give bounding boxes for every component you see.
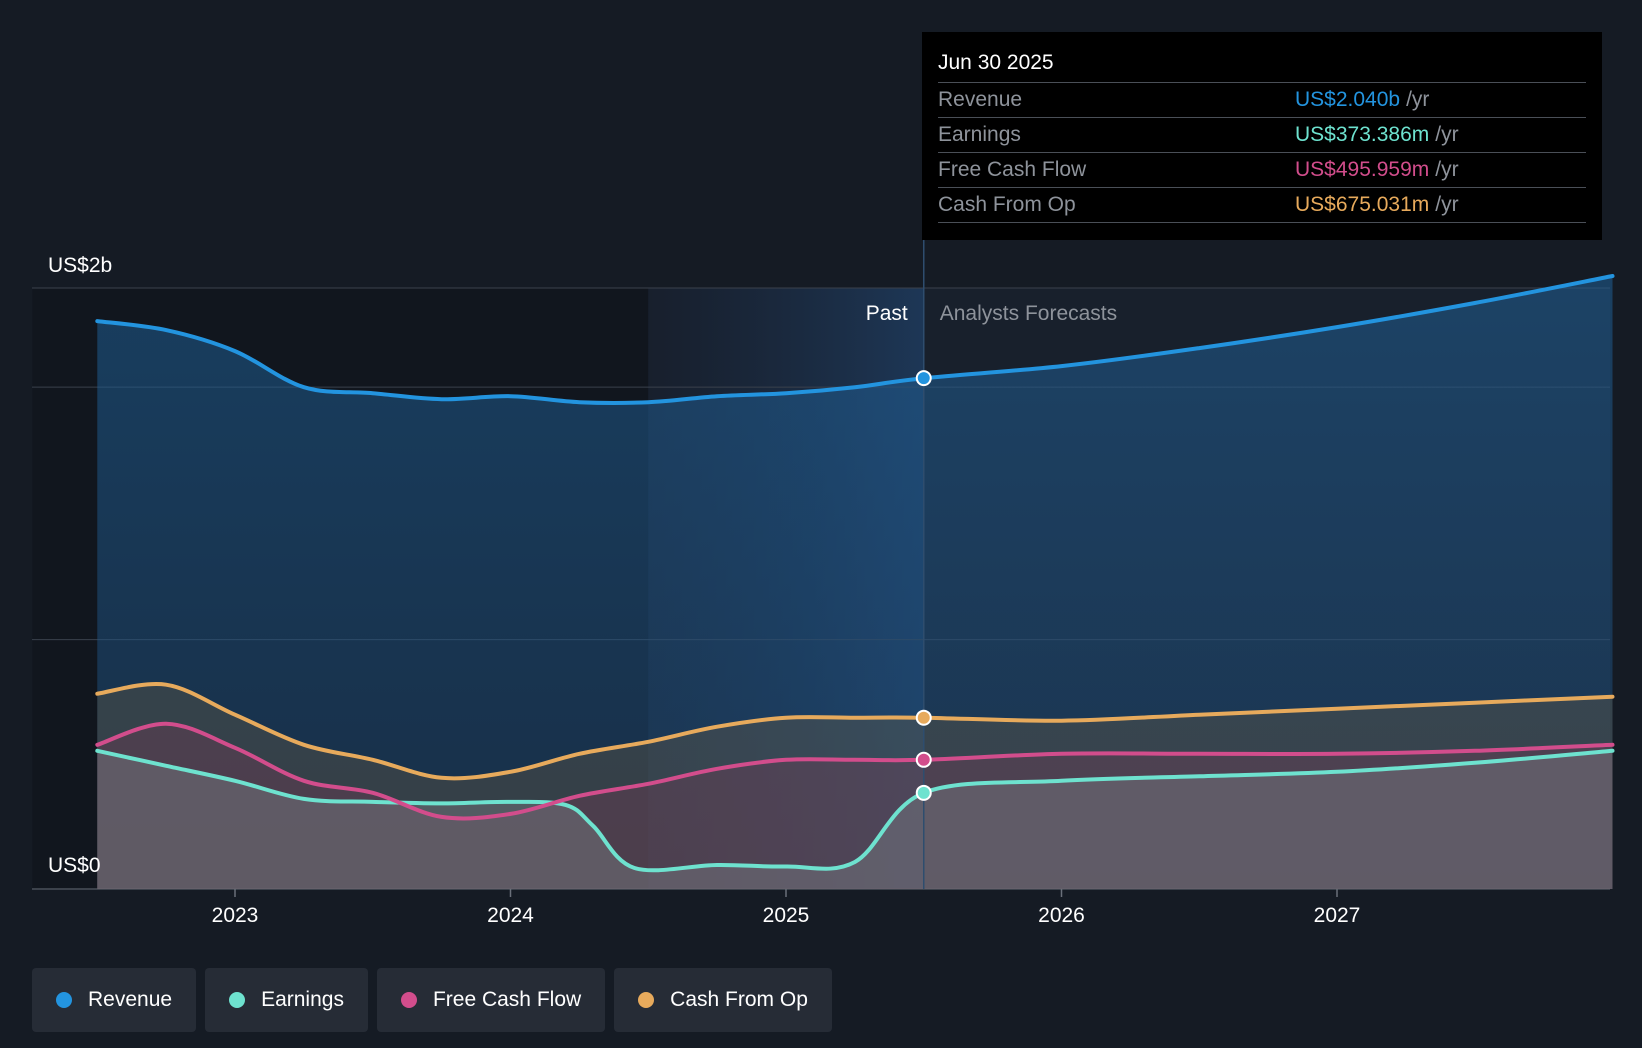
legend-label: Earnings [261, 988, 344, 1011]
tooltip-unit: /yr [1435, 158, 1459, 181]
marker-revenue [915, 370, 932, 387]
tooltip-value: US$373.386m [1295, 123, 1430, 146]
x-tick-label: 2025 [763, 904, 810, 927]
marker-earnings [915, 784, 932, 801]
y-axis-label-bottom: US$0 [48, 854, 101, 877]
tooltip-value: US$675.031m [1295, 193, 1430, 216]
legend-label: Revenue [88, 988, 173, 1011]
x-tick-label: 2027 [1314, 904, 1361, 927]
tooltip-row-free-cash-flow: Free Cash Flow US$495.959m /yr [938, 153, 1586, 188]
series-line-free-cash-flow [95, 721, 1615, 821]
past-label: Past [866, 302, 908, 325]
x-tick-label: 2023 [212, 904, 259, 927]
marker-free-cash-flow [915, 751, 932, 768]
area-earnings [97, 750, 1613, 889]
tooltip-row-earnings: Earnings US$373.386m /yr [938, 118, 1586, 153]
tooltip-unit: /yr [1435, 123, 1459, 146]
series-line-revenue [95, 274, 1615, 405]
tooltip-unit: /yr [1435, 193, 1459, 216]
tooltip-label: Revenue [938, 88, 1023, 111]
tooltip-row-cash-from-op: Cash From Op US$675.031m /yr [938, 188, 1586, 223]
legend-label: Cash From Op [670, 988, 808, 1011]
tooltip-label: Cash From Op [938, 193, 1076, 216]
legend-item-cash-from-op[interactable]: Cash From Op [614, 968, 832, 1032]
area-revenue [97, 276, 1613, 889]
legend: Revenue Earnings Free Cash Flow Cash Fro… [32, 968, 832, 1032]
legend-dot-icon [638, 992, 655, 1008]
legend-item-revenue[interactable]: Revenue [32, 968, 197, 1032]
forecast-label: Analysts Forecasts [940, 302, 1117, 325]
y-axis-label-top: US$2b [48, 254, 112, 277]
x-tick-label: 2026 [1038, 904, 1085, 927]
legend-item-earnings[interactable]: Earnings [205, 968, 368, 1032]
tooltip-unit: /yr [1406, 88, 1430, 111]
legend-label: Free Cash Flow [432, 988, 582, 1011]
area-free-cash-flow [97, 723, 1613, 889]
tooltip-label: Free Cash Flow [938, 158, 1087, 181]
series-line-cash-from-op [95, 682, 1615, 781]
x-tick-label: 2024 [487, 904, 534, 927]
tooltip-date: Jun 30 2025 [938, 46, 1586, 83]
marker-cash-from-op [915, 709, 932, 726]
tooltip-label: Earnings [938, 123, 1021, 146]
tooltip-value: US$495.959m [1295, 158, 1430, 181]
tooltip-value: US$2.040b [1295, 88, 1401, 111]
series-line-earnings [95, 748, 1615, 873]
legend-dot-icon [229, 992, 246, 1008]
area-cash-from-op [97, 684, 1613, 889]
legend-item-free-cash-flow[interactable]: Free Cash Flow [376, 968, 606, 1032]
tooltip-row-revenue: Revenue US$2.040b /yr [938, 83, 1586, 118]
legend-dot-icon [56, 992, 72, 1008]
tooltip: Jun 30 2025 Revenue US$2.040b /yr Earnin… [922, 32, 1602, 240]
legend-dot-icon [400, 992, 417, 1008]
